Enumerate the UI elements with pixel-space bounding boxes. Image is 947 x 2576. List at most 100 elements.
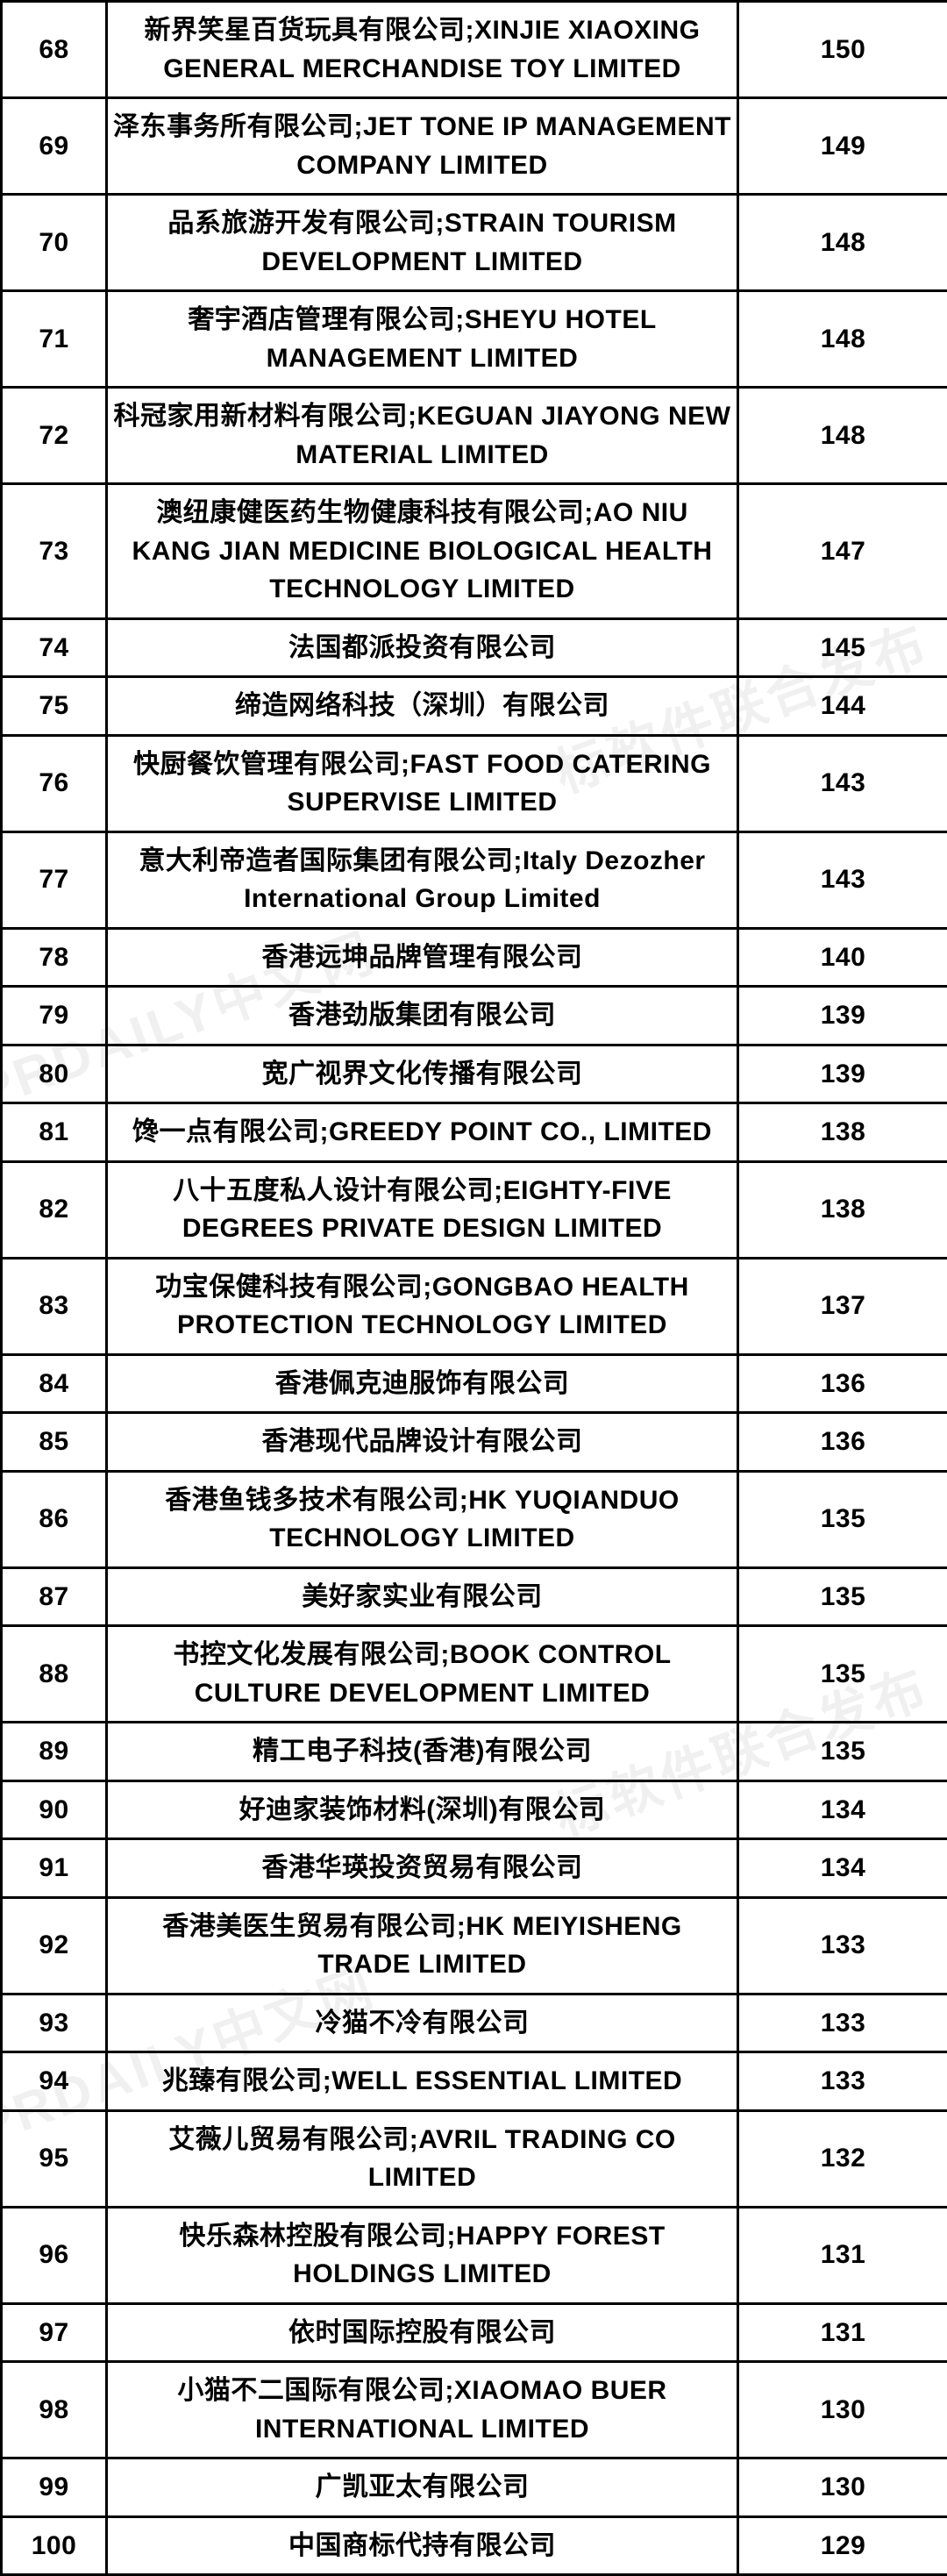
count-cell: 131 [738,2207,947,2303]
ranking-table: 68新界笑星百货玩具有限公司;XINJIE XIAOXING GENERAL M… [0,0,947,2576]
table-row: 77意大利帝造者国际集团有限公司;Italy Dezozher Internat… [2,831,947,928]
company-cell: 好迪家装饰材料(深圳)有限公司 [107,1780,738,1839]
count-cell: 147 [738,484,947,619]
count-cell: 135 [738,1471,947,1567]
rank-cell: 91 [2,1839,107,1898]
rank-cell: 76 [2,735,107,831]
count-cell: 135 [738,1567,947,1626]
company-cell: 广凯亚太有限公司 [107,2458,738,2517]
company-cell: 香港佩克迪服饰有限公司 [107,1354,738,1413]
table-row: 80宽广视界文化传播有限公司139 [2,1045,947,1103]
company-cell: 冷猫不冷有限公司 [107,1994,738,2052]
rank-cell: 79 [2,987,107,1045]
rank-cell: 75 [2,677,107,736]
count-cell: 148 [738,291,947,388]
rank-cell: 99 [2,2458,107,2517]
count-cell: 132 [738,2110,947,2207]
rank-cell: 85 [2,1413,107,1472]
table-row: 92香港美医生贸易有限公司;HK MEIYISHENG TRADE LIMITE… [2,1897,947,1994]
company-cell: 八十五度私人设计有限公司;EIGHTY-FIVE DEGREES PRIVATE… [107,1161,738,1258]
company-cell: 品系旅游开发有限公司;STRAIN TOURISM DEVELOPMENT LI… [107,195,738,291]
count-cell: 139 [738,987,947,1045]
table-row: 85香港现代品牌设计有限公司136 [2,1413,947,1472]
count-cell: 139 [738,1045,947,1103]
company-cell: 功宝保健科技有限公司;GONGBAO HEALTH PROTECTION TEC… [107,1258,738,1354]
rank-cell: 96 [2,2207,107,2303]
table-row: 84香港佩克迪服饰有限公司136 [2,1354,947,1413]
company-cell: 香港远坤品牌管理有限公司 [107,928,738,987]
count-cell: 145 [738,618,947,677]
table-row: 82八十五度私人设计有限公司;EIGHTY-FIVE DEGREES PRIVA… [2,1161,947,1258]
count-cell: 149 [738,98,947,195]
rank-cell: 68 [2,2,107,98]
table-row: 70品系旅游开发有限公司;STRAIN TOURISM DEVELOPMENT … [2,195,947,291]
count-cell: 135 [738,1723,947,1781]
rank-cell: 70 [2,195,107,291]
table-row: 94兆臻有限公司;WELL ESSENTIAL LIMITED133 [2,2052,947,2111]
count-cell: 143 [738,831,947,928]
rank-cell: 72 [2,388,107,484]
count-cell: 133 [738,1994,947,2052]
table-row: 96快乐森林控股有限公司;HAPPY FOREST HOLDINGS LIMIT… [2,2207,947,2303]
rank-cell: 90 [2,1780,107,1839]
count-cell: 133 [738,1897,947,1994]
count-cell: 144 [738,677,947,736]
rank-cell: 82 [2,1161,107,1258]
company-cell: 法国都派投资有限公司 [107,618,738,677]
company-cell: 快乐森林控股有限公司;HAPPY FOREST HOLDINGS LIMITED [107,2207,738,2303]
company-cell: 精工电子科技(香港)有限公司 [107,1723,738,1781]
count-cell: 129 [738,2516,947,2575]
company-cell: 馋一点有限公司;GREEDY POINT CO., LIMITED [107,1103,738,1162]
rank-cell: 89 [2,1723,107,1781]
company-cell: 缔造网络科技（深圳）有限公司 [107,677,738,736]
table-row: 100中国商标代持有限公司129 [2,2516,947,2575]
rank-cell: 88 [2,1626,107,1723]
count-cell: 140 [738,928,947,987]
table-row: 91香港华瑛投资贸易有限公司134 [2,1839,947,1898]
table-row: 83功宝保健科技有限公司;GONGBAO HEALTH PROTECTION T… [2,1258,947,1354]
table-row: 78香港远坤品牌管理有限公司140 [2,928,947,987]
rank-cell: 97 [2,2303,107,2362]
company-cell: 兆臻有限公司;WELL ESSENTIAL LIMITED [107,2052,738,2111]
count-cell: 130 [738,2362,947,2458]
company-cell: 快厨餐饮管理有限公司;FAST FOOD CATERING SUPERVISE … [107,735,738,831]
table-row: 88书控文化发展有限公司;BOOK CONTROL CULTURE DEVELO… [2,1626,947,1723]
company-cell: 意大利帝造者国际集团有限公司;Italy Dezozher Internatio… [107,831,738,928]
rank-cell: 87 [2,1567,107,1626]
company-cell: 泽东事务所有限公司;JET TONE IP MANAGEMENT COMPANY… [107,98,738,195]
page-wrap: 68新界笑星百货玩具有限公司;XINJIE XIAOXING GENERAL M… [0,0,947,2576]
company-cell: 科冠家用新材料有限公司;KEGUAN JIAYONG NEW MATERIAL … [107,388,738,484]
rank-cell: 98 [2,2362,107,2458]
company-cell: 美好家实业有限公司 [107,1567,738,1626]
company-cell: 书控文化发展有限公司;BOOK CONTROL CULTURE DEVELOPM… [107,1626,738,1723]
count-cell: 138 [738,1161,947,1258]
company-cell: 香港现代品牌设计有限公司 [107,1413,738,1472]
company-cell: 香港劲版集团有限公司 [107,987,738,1045]
count-cell: 133 [738,2052,947,2111]
company-cell: 香港鱼钱多技术有限公司;HK YUQIANDUO TECHNOLOGY LIMI… [107,1471,738,1567]
count-cell: 137 [738,1258,947,1354]
table-row: 76快厨餐饮管理有限公司;FAST FOOD CATERING SUPERVIS… [2,735,947,831]
count-cell: 148 [738,388,947,484]
rank-cell: 80 [2,1045,107,1103]
company-cell: 依时国际控股有限公司 [107,2303,738,2362]
count-cell: 138 [738,1103,947,1162]
company-cell: 香港华瑛投资贸易有限公司 [107,1839,738,1898]
count-cell: 134 [738,1839,947,1898]
count-cell: 130 [738,2458,947,2517]
rank-cell: 83 [2,1258,107,1354]
count-cell: 134 [738,1780,947,1839]
ranking-table-body: 68新界笑星百货玩具有限公司;XINJIE XIAOXING GENERAL M… [2,2,947,2575]
company-cell: 奢宇酒店管理有限公司;SHEYU HOTEL MANAGEMENT LIMITE… [107,291,738,388]
company-cell: 新界笑星百货玩具有限公司;XINJIE XIAOXING GENERAL MER… [107,2,738,98]
count-cell: 135 [738,1626,947,1723]
table-row: 97依时国际控股有限公司131 [2,2303,947,2362]
rank-cell: 100 [2,2516,107,2575]
rank-cell: 78 [2,928,107,987]
count-cell: 148 [738,195,947,291]
company-cell: 宽广视界文化传播有限公司 [107,1045,738,1103]
rank-cell: 93 [2,1994,107,2052]
company-cell: 小猫不二国际有限公司;XIAOMAO BUER INTERNATIONAL LI… [107,2362,738,2458]
rank-cell: 77 [2,831,107,928]
company-cell: 香港美医生贸易有限公司;HK MEIYISHENG TRADE LIMITED [107,1897,738,1994]
